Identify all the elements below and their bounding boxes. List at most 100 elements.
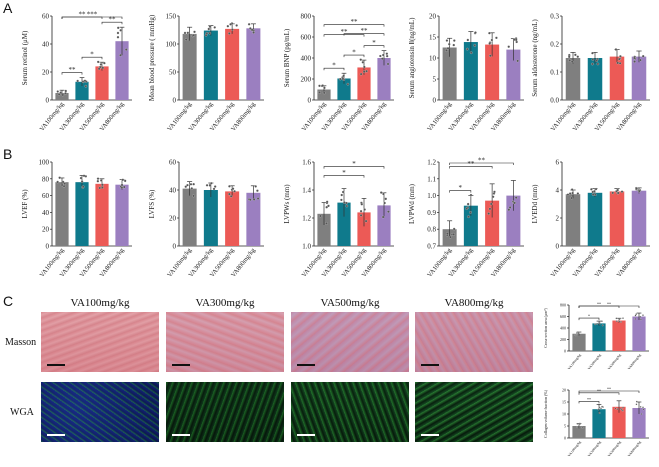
data-point (466, 202, 470, 206)
y-tick-label: 600 (560, 314, 566, 319)
y-tick-label: 400 (301, 54, 312, 62)
data-point (597, 408, 600, 411)
data-point (467, 215, 470, 219)
significance-label: * (90, 51, 94, 59)
y-tick-label: 0 (308, 96, 312, 104)
data-point (208, 31, 212, 35)
data-point (507, 208, 511, 212)
data-point (489, 202, 493, 206)
chart-cross-section-area: 0 200 400 600 800 Cross-section area (μm²) VA1… (543, 302, 649, 370)
data-point (76, 79, 79, 83)
data-point (635, 403, 638, 406)
x-tick-label: VA800mg/kg (627, 353, 642, 370)
data-point (385, 54, 389, 58)
significance-bracket (578, 390, 640, 393)
significance-bracket (81, 56, 103, 60)
bar (587, 192, 603, 246)
data-point (190, 187, 194, 190)
data-point (474, 31, 477, 34)
data-point (116, 31, 120, 35)
y-tick-label: 2 (556, 214, 560, 222)
x-tick-label: VA500mg/kg (607, 353, 622, 370)
scale-bar (421, 364, 439, 366)
significance-label: ** (351, 18, 359, 26)
data-point (56, 90, 60, 93)
data-point (58, 176, 61, 180)
data-point (319, 214, 322, 218)
data-point (80, 180, 84, 183)
significance-bracket (578, 392, 620, 395)
bar (463, 205, 478, 246)
significance-label: * (372, 39, 376, 47)
data-point (635, 400, 638, 403)
data-point (469, 193, 473, 197)
y-tick-label: 200 (560, 337, 566, 342)
scale-bar (421, 434, 439, 436)
y-tick-label: 100 (39, 158, 50, 166)
bar (631, 190, 647, 246)
data-point (57, 93, 61, 96)
data-point (119, 29, 122, 32)
data-point (379, 191, 383, 194)
bar (463, 42, 478, 100)
data-point (252, 198, 256, 201)
masson-image-va500 (291, 312, 409, 372)
data-point (97, 67, 101, 71)
data-point (465, 207, 468, 210)
bar (246, 192, 261, 246)
row-label-wga: WGA (10, 407, 34, 418)
y-axis-label: Serum retinol (μM) (21, 30, 29, 85)
bar (317, 213, 331, 246)
data-point (568, 192, 572, 195)
bar (182, 33, 197, 100)
data-point (576, 332, 578, 334)
scale-bar (172, 434, 190, 436)
y-tick-label: 6 (556, 158, 560, 166)
wga-image-va100 (41, 382, 159, 442)
data-point (570, 196, 573, 200)
data-point (60, 183, 64, 187)
data-point (345, 204, 349, 208)
data-point (205, 184, 209, 187)
data-point (514, 38, 518, 42)
data-point (633, 56, 636, 60)
y-tick-label: 80 (42, 175, 50, 183)
data-point (601, 324, 604, 327)
data-point (641, 54, 645, 58)
significance-bracket (101, 21, 123, 25)
significance-bracket (61, 16, 123, 19)
data-point (640, 413, 643, 415)
significance-label: ** (607, 302, 611, 307)
data-point (591, 62, 594, 66)
data-point (212, 187, 216, 191)
data-point (228, 185, 231, 188)
data-point (616, 188, 620, 192)
data-point (235, 24, 238, 27)
data-point (360, 202, 364, 206)
data-point (508, 206, 512, 209)
significance-label: *** (87, 11, 98, 19)
bar (182, 188, 197, 246)
data-point (611, 191, 615, 195)
data-point (469, 211, 472, 214)
data-point (359, 209, 363, 213)
data-point (61, 93, 65, 97)
data-point (489, 54, 492, 58)
data-point (639, 58, 642, 62)
bar (95, 183, 109, 246)
y-axis-label: LVEDd (mm) (531, 184, 539, 223)
significance-label: * (352, 49, 356, 57)
data-point (226, 24, 230, 28)
data-point (256, 197, 260, 200)
data-point (341, 190, 345, 194)
data-point (617, 57, 621, 61)
data-point (593, 190, 596, 193)
y-axis-label: Collagen volume fraction (%) (543, 389, 548, 438)
bar (442, 47, 457, 100)
data-point (591, 51, 594, 55)
y-tick-label: 1.6 (302, 158, 311, 166)
data-point (381, 53, 385, 57)
data-point (615, 320, 618, 323)
